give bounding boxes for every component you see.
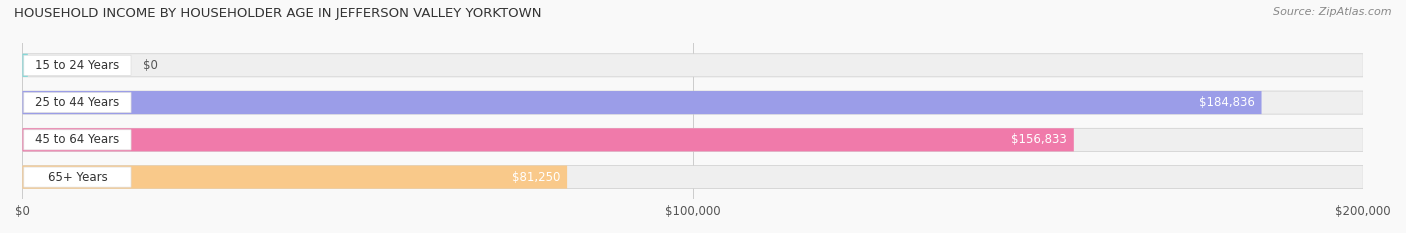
Text: $156,833: $156,833: [1011, 133, 1067, 146]
Text: 45 to 64 Years: 45 to 64 Years: [35, 133, 120, 146]
Text: Source: ZipAtlas.com: Source: ZipAtlas.com: [1274, 7, 1392, 17]
FancyBboxPatch shape: [22, 128, 1364, 151]
FancyBboxPatch shape: [24, 167, 131, 187]
FancyBboxPatch shape: [22, 165, 567, 189]
FancyBboxPatch shape: [22, 54, 1364, 77]
Text: 65+ Years: 65+ Years: [48, 171, 107, 184]
Text: 25 to 44 Years: 25 to 44 Years: [35, 96, 120, 109]
FancyBboxPatch shape: [24, 55, 131, 75]
FancyBboxPatch shape: [24, 93, 131, 113]
Text: $0: $0: [143, 59, 157, 72]
Text: $81,250: $81,250: [512, 171, 561, 184]
FancyBboxPatch shape: [24, 130, 131, 150]
Text: HOUSEHOLD INCOME BY HOUSEHOLDER AGE IN JEFFERSON VALLEY YORKTOWN: HOUSEHOLD INCOME BY HOUSEHOLDER AGE IN J…: [14, 7, 541, 20]
Text: $184,836: $184,836: [1199, 96, 1254, 109]
Text: 15 to 24 Years: 15 to 24 Years: [35, 59, 120, 72]
FancyBboxPatch shape: [22, 54, 28, 77]
FancyBboxPatch shape: [22, 128, 1074, 151]
FancyBboxPatch shape: [22, 91, 1364, 114]
FancyBboxPatch shape: [22, 91, 1261, 114]
FancyBboxPatch shape: [22, 165, 1364, 189]
